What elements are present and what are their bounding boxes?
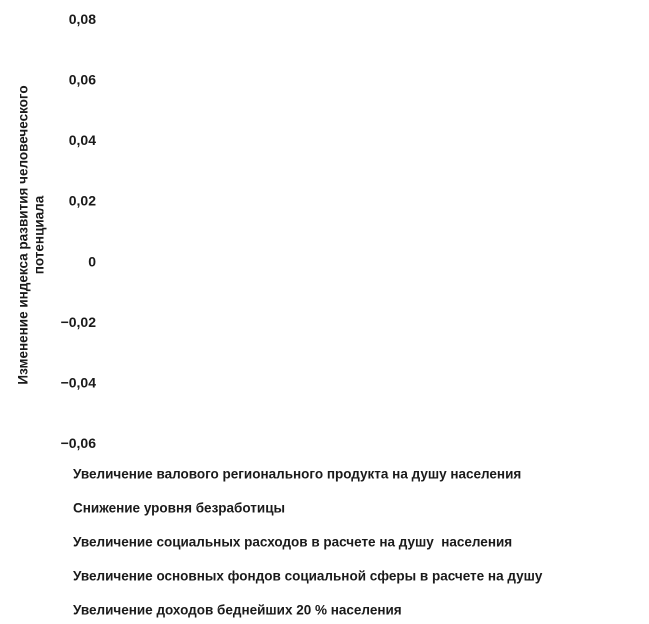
- legend-item: Снижение уровня безработицы: [73, 501, 285, 516]
- y-axis-ticks: 0,08 0,06 0,04 0,02 0 −0,02 −0,04 −0,06: [61, 11, 97, 451]
- y-tick-label: 0,04: [69, 132, 96, 148]
- y-tick-label: 0: [88, 253, 96, 269]
- legend-item: Увеличение социальных расходов в расчете…: [73, 535, 512, 550]
- y-axis-label: Изменение индекса развития человеческого…: [16, 85, 47, 384]
- legend-item: Увеличение доходов беднейших 20 % населе…: [73, 603, 402, 618]
- y-tick-label: 0,06: [69, 72, 96, 88]
- y-axis-label-line: Изменение индекса развития человеческого: [16, 85, 31, 384]
- y-tick-label: −0,04: [61, 374, 97, 390]
- y-tick-label: −0,06: [61, 435, 97, 451]
- legend: Увеличение валового регионального продук…: [73, 467, 543, 618]
- y-tick-label: 0,08: [69, 11, 96, 27]
- y-tick-label: −0,02: [61, 314, 97, 330]
- y-tick-label: 0,02: [69, 193, 96, 209]
- legend-item: Увеличение валового регионального продук…: [73, 467, 521, 482]
- y-axis-label-line: потенциала: [32, 195, 47, 274]
- legend-item: Увеличение основных фондов социальной сф…: [73, 569, 543, 584]
